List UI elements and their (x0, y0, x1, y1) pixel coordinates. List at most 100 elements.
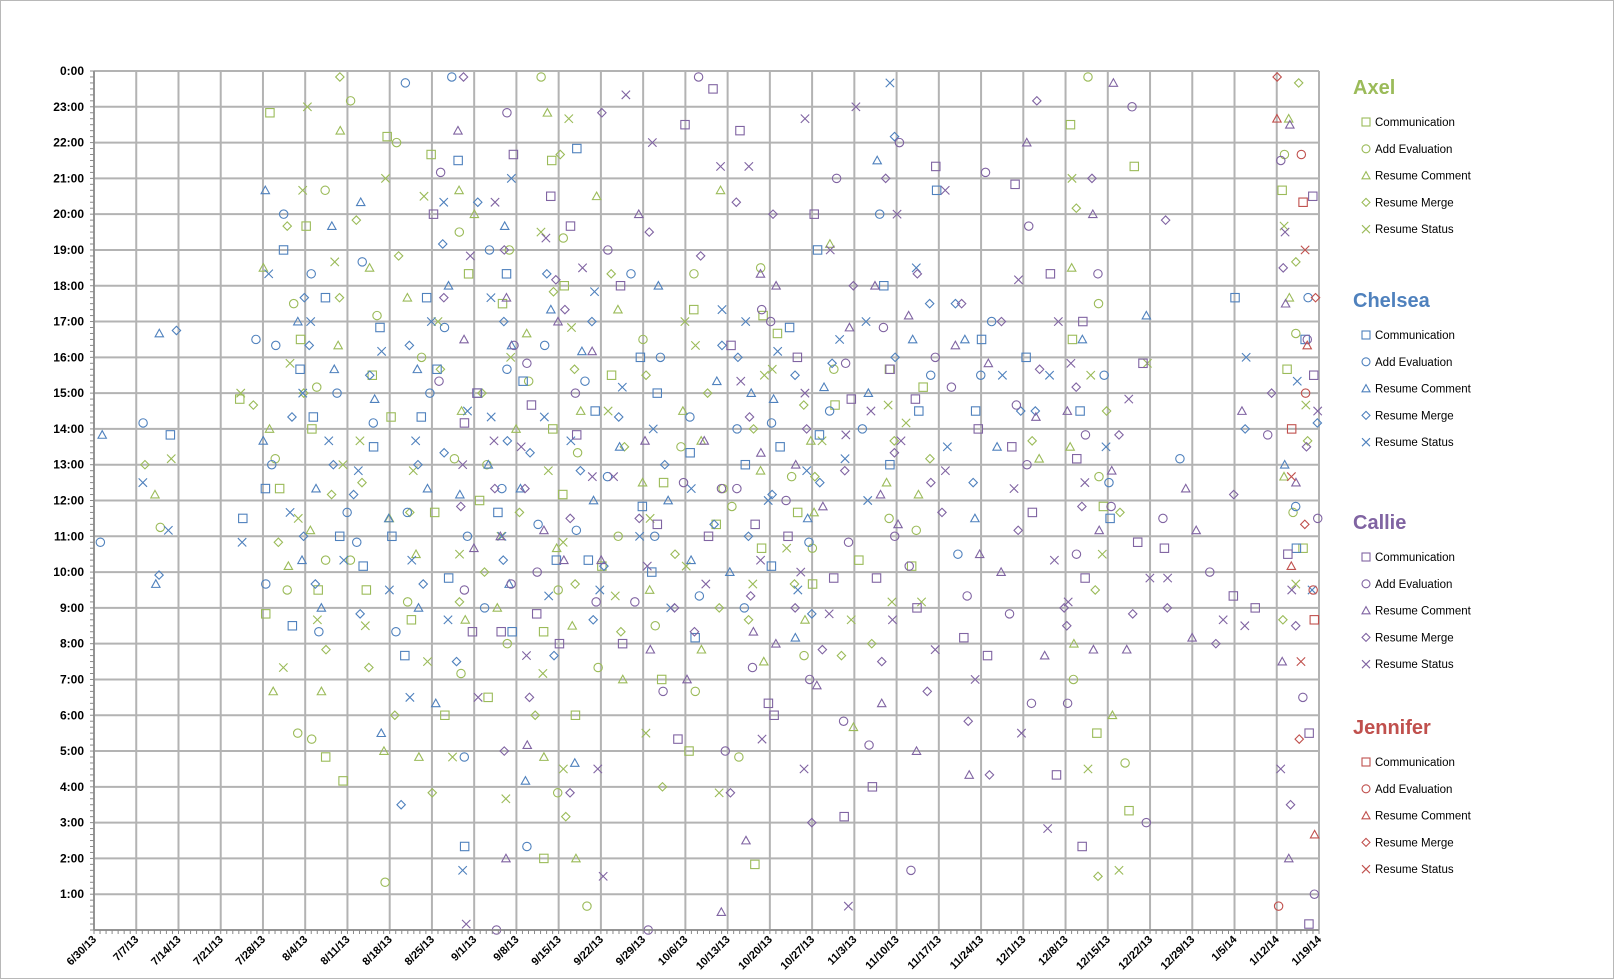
data-point (425, 388, 435, 398)
data-point (970, 674, 980, 685)
x-tick-label: 12/8/13 (1036, 934, 1070, 968)
data-point (258, 435, 269, 445)
data-point (558, 233, 569, 243)
data-point (1093, 871, 1103, 882)
data-point (790, 370, 801, 381)
data-point (1107, 709, 1118, 720)
data-point (755, 465, 766, 475)
data-point (285, 358, 295, 368)
data-point (911, 745, 922, 755)
data-point (582, 901, 592, 911)
data-point (261, 579, 271, 589)
data-point (278, 209, 289, 219)
data-point (558, 537, 568, 547)
data-point (459, 752, 470, 762)
data-point (468, 542, 480, 553)
series-chelsea (95, 72, 1323, 875)
data-point (541, 233, 551, 243)
data-point (1027, 435, 1038, 446)
x-tick-label: 1/5/14 (1210, 933, 1241, 964)
data-point (828, 573, 839, 583)
legend-marker (1361, 757, 1371, 767)
data-point (768, 393, 779, 404)
data-point (997, 370, 1008, 380)
legend-marker (1361, 632, 1371, 643)
data-point (571, 525, 582, 536)
y-tick-label: 17:00 (53, 315, 84, 329)
data-point (514, 507, 525, 518)
data-point (234, 394, 245, 404)
data-point (437, 239, 448, 249)
data-point (404, 507, 415, 518)
data-point (575, 465, 586, 476)
data-point (1051, 770, 1062, 780)
y-tick-label: 5:00 (60, 744, 84, 758)
data-point (800, 114, 810, 124)
data-point (892, 209, 902, 219)
data-point (748, 423, 759, 434)
data-point (298, 185, 308, 195)
data-point (969, 513, 981, 523)
data-point (1310, 292, 1321, 303)
data-point (784, 322, 795, 333)
data-point (483, 692, 493, 703)
data-point (551, 542, 562, 553)
data-point (756, 543, 767, 553)
data-point (543, 466, 553, 476)
data-point (274, 483, 285, 494)
data-point (484, 245, 495, 255)
data-point (479, 603, 490, 613)
data-point (1291, 543, 1302, 553)
data-point (502, 435, 513, 446)
x-tick-label: 9/22/13 (572, 934, 606, 968)
data-point (1141, 310, 1152, 320)
legend-entry-label: Resume Comment (1375, 606, 1472, 618)
data-point (472, 197, 483, 208)
data-point (404, 340, 415, 351)
data-point (402, 597, 413, 607)
data-point (407, 555, 417, 565)
data-point (1277, 614, 1288, 625)
data-point (1180, 483, 1191, 493)
data-point (301, 221, 311, 231)
data-point (717, 340, 727, 351)
data-point (416, 412, 427, 422)
data-point (402, 507, 413, 518)
legend-entry-label: Communication (1375, 330, 1455, 342)
data-point (553, 585, 563, 595)
legend-marker (1361, 437, 1371, 447)
data-point (1276, 155, 1286, 166)
legend-entry-label: Communication (1375, 117, 1455, 129)
data-point (647, 137, 657, 148)
data-point (1101, 406, 1112, 416)
data-point (1191, 524, 1202, 535)
data-point (320, 644, 331, 655)
data-point (911, 525, 922, 536)
data-point (1280, 298, 1291, 308)
data-point (427, 787, 438, 798)
data-point (846, 615, 856, 625)
data-point (538, 524, 550, 535)
data-point (558, 489, 568, 500)
data-point (702, 388, 713, 399)
data-point (391, 626, 401, 637)
x-tick-label: 9/8/13 (491, 934, 521, 964)
data-point (548, 424, 558, 434)
data-point (755, 447, 767, 457)
legend-marker (1361, 552, 1371, 562)
data-point (459, 841, 470, 852)
data-point (1294, 734, 1305, 745)
data-point (260, 184, 271, 195)
data-point (533, 519, 543, 530)
data-point (884, 364, 895, 375)
data-point (278, 245, 289, 255)
data-point (615, 626, 626, 637)
data-point (717, 305, 727, 315)
y-tick-label: 12:00 (53, 494, 84, 508)
data-point (839, 465, 850, 476)
data-point (506, 173, 516, 183)
data-point (454, 596, 465, 607)
data-point (635, 531, 645, 541)
data-point (883, 400, 893, 410)
